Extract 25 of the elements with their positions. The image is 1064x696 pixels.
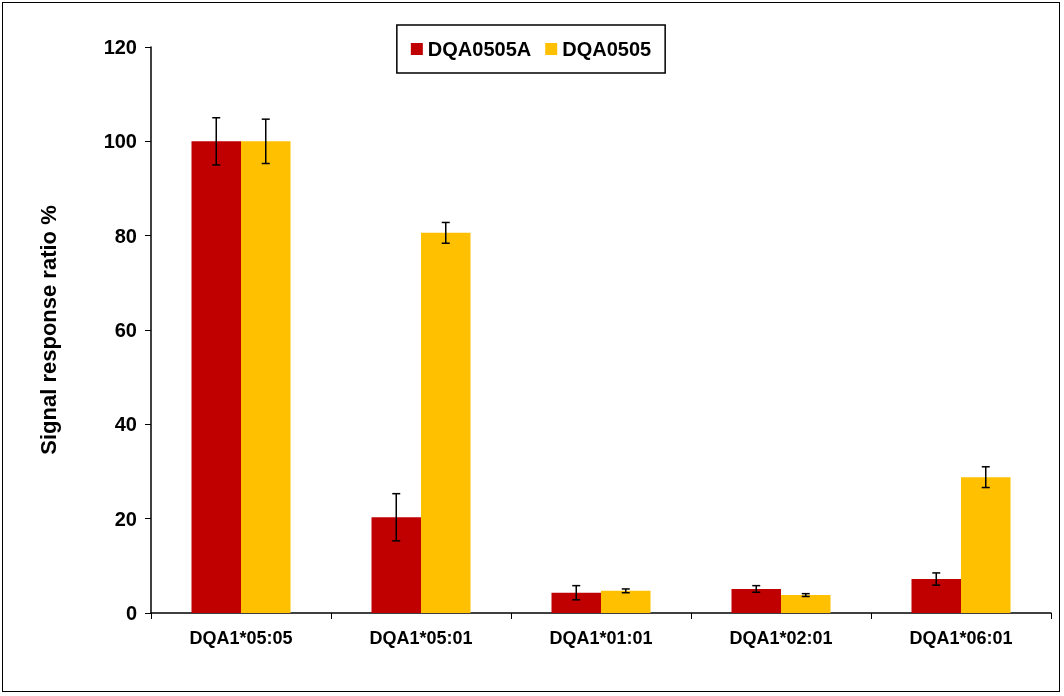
x-tick-label: DQA1*06:01: [909, 628, 1013, 648]
bar: [911, 579, 961, 613]
bar: [731, 588, 781, 613]
y-axis-title: Signal response ratio %: [35, 205, 61, 455]
legend-label: DQA0505: [562, 38, 652, 60]
bar: [551, 592, 601, 613]
legend-label: DQA0505A: [427, 38, 532, 60]
bar: [191, 141, 241, 613]
y-tick-label: 100: [103, 130, 137, 153]
bar: [961, 477, 1011, 613]
y-tick-label: 120: [103, 36, 137, 58]
y-tick-label: 60: [114, 319, 137, 341]
bar: [371, 517, 421, 613]
bar: [781, 595, 831, 613]
y-tick-label: 20: [114, 507, 137, 530]
x-tick-label: DQA1*02:01: [729, 628, 833, 648]
bar: [601, 590, 651, 613]
y-tick-label: 0: [125, 602, 137, 624]
x-tick-label: DQA1*05:01: [369, 628, 473, 648]
y-tick-label: 80: [114, 224, 137, 247]
bar: [241, 141, 291, 613]
x-tick-label: DQA1*01:01: [549, 628, 653, 648]
bar: [421, 232, 471, 613]
x-tick-label: DQA1*05:05: [189, 628, 293, 648]
y-tick-label: 40: [114, 413, 137, 436]
